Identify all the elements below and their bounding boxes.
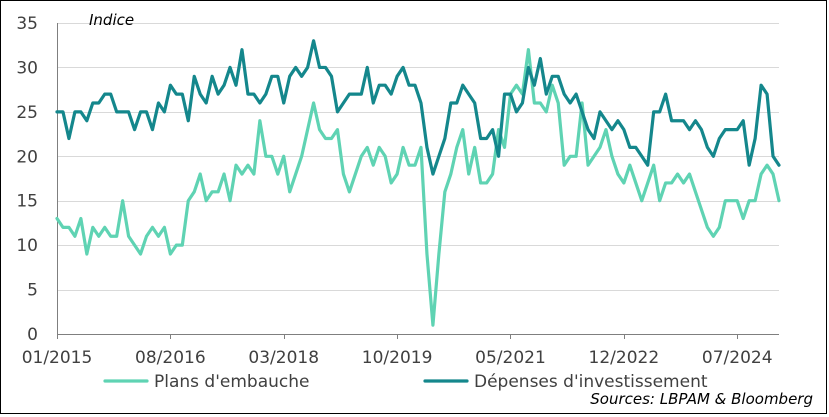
x-tick-label: 08/2016 bbox=[135, 348, 206, 368]
legend: Plans d'embauche Dépenses d'investissemen… bbox=[103, 372, 708, 392]
unit-label: Indice bbox=[89, 11, 134, 29]
series-layer bbox=[55, 39, 781, 327]
x-tick-labels: 01/2015 08/2016 03/2018 10/2019 05/2021 12/20… bbox=[22, 334, 773, 368]
x-tick-label: 03/2018 bbox=[248, 348, 319, 368]
y-tick-labels: 0 5 10 15 20 25 30 35 bbox=[16, 14, 38, 345]
y-tick-label: 15 bbox=[16, 192, 38, 212]
y-tick-label: 20 bbox=[16, 147, 38, 167]
x-tick-label: 10/2019 bbox=[362, 348, 433, 368]
y-tick-label: 35 bbox=[16, 14, 38, 34]
y-tick-label: 5 bbox=[27, 281, 38, 301]
y-tick-label: 30 bbox=[16, 58, 38, 78]
series-line-plans-embauche bbox=[55, 48, 781, 327]
axis-layer bbox=[57, 23, 779, 335]
legend-label: Dépenses d'investissement bbox=[474, 372, 708, 392]
y-tick-label: 25 bbox=[16, 103, 38, 123]
series-line-depenses-investissement bbox=[55, 39, 781, 176]
y-tick-label: 0 bbox=[27, 325, 38, 345]
y-tick-label: 10 bbox=[16, 236, 38, 256]
x-tick-label: 07/2024 bbox=[702, 348, 773, 368]
x-tick-label: 12/2022 bbox=[589, 348, 660, 368]
legend-label: Plans d'embauche bbox=[154, 372, 309, 392]
x-tick-label: 01/2015 bbox=[22, 348, 93, 368]
source-label: Sources: LBPAM & Bloomberg bbox=[590, 390, 813, 408]
x-tick-label: 05/2021 bbox=[475, 348, 546, 368]
